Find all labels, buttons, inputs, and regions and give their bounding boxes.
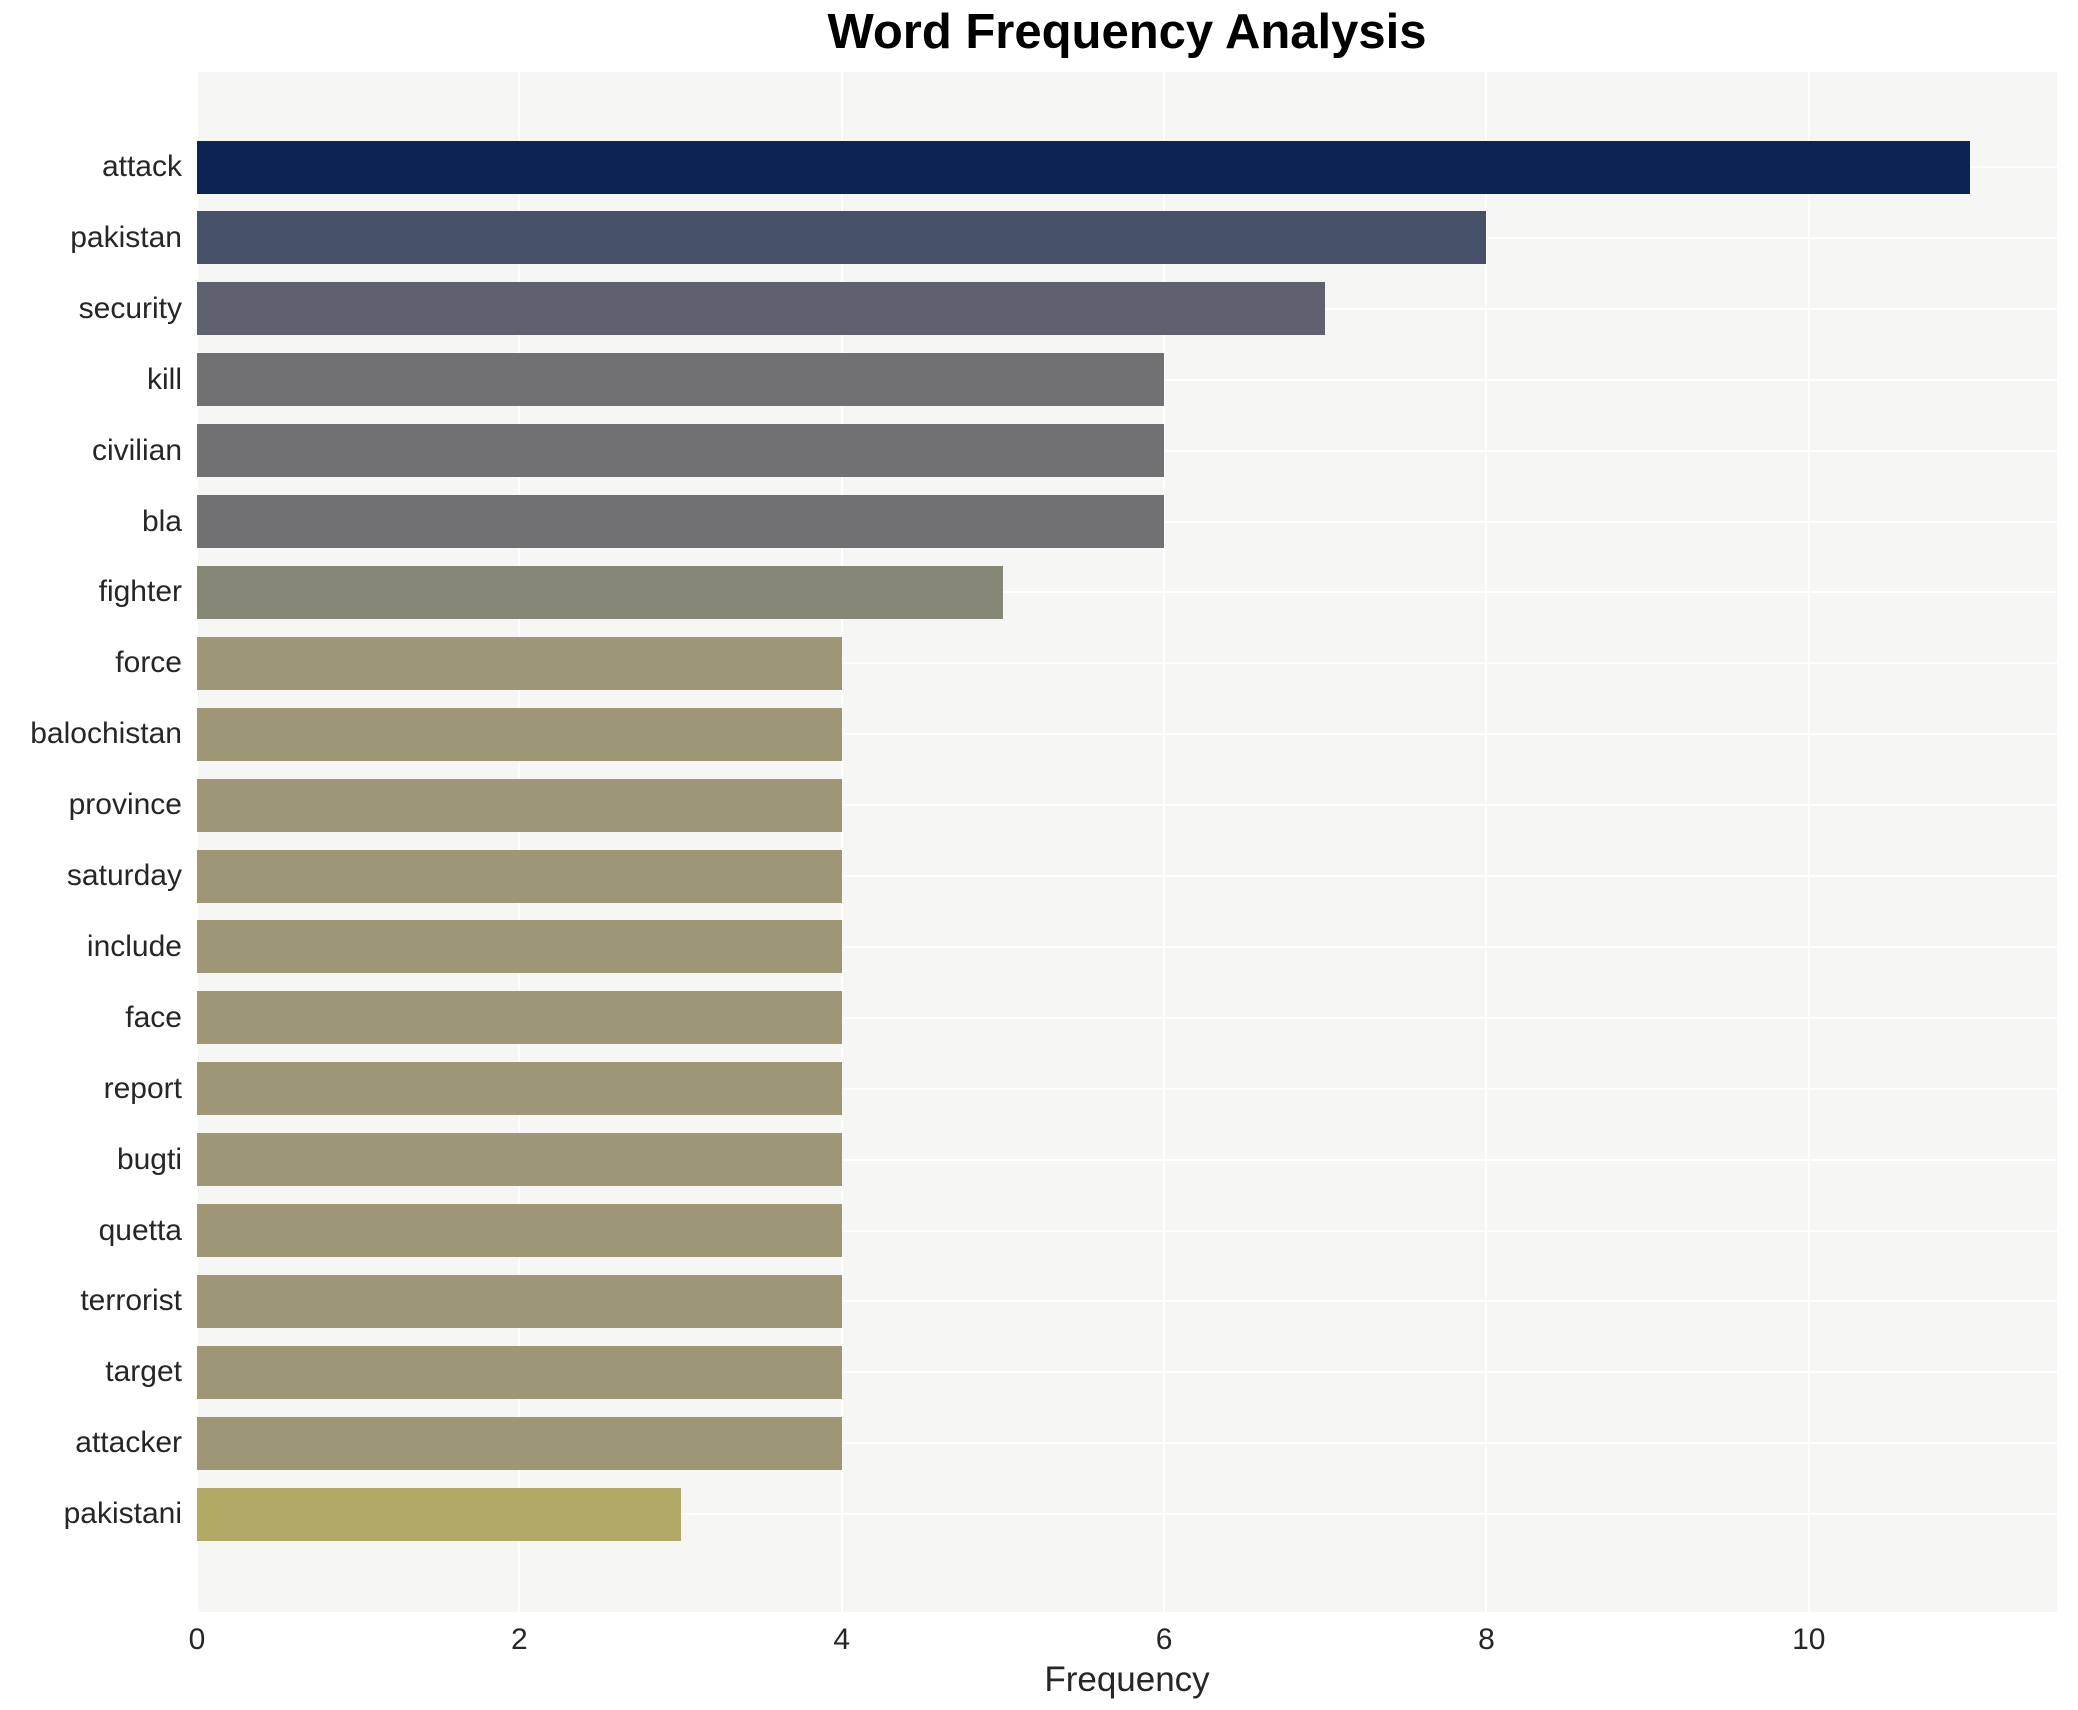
bar-report [197, 1062, 842, 1116]
bar-bugti [197, 1133, 842, 1187]
gridline-horizontal [197, 591, 2057, 594]
bar-terrorist [197, 1274, 842, 1328]
bar-include [197, 920, 842, 974]
gridline-horizontal [197, 1300, 2057, 1303]
plot-area [196, 72, 2057, 1612]
y-axis-label-force: force [115, 646, 182, 680]
y-axis-label-fighter: fighter [98, 575, 182, 609]
y-axis-label-attack: attack [101, 150, 182, 183]
gridline-vertical-10 [1807, 72, 1810, 1612]
gridline-vertical-0 [196, 72, 198, 1612]
x-axis-label: Frequency [1044, 1660, 1210, 1699]
y-axis-label-pakistan: pakistan [70, 220, 182, 254]
y-axis-label-bla: bla [141, 504, 182, 538]
bar-saturday [197, 849, 842, 903]
gridline-vertical-8 [1485, 72, 1488, 1612]
bar-security [197, 282, 1326, 336]
bar-kill [197, 353, 1165, 407]
bar-attack [197, 140, 1970, 194]
y-axis-label-attacker: attacker [75, 1426, 182, 1460]
gridline-vertical-4 [840, 72, 843, 1612]
y-axis-label-balochistan: balochistan [30, 717, 182, 751]
gridline-vertical-2 [518, 72, 521, 1612]
chart-title: Word Frequency Analysis [827, 5, 1427, 59]
y-axis-label-target: target [105, 1355, 182, 1389]
y-axis-label-pakistani: pakistani [63, 1497, 182, 1531]
y-axis-label-saturday: saturday [66, 859, 182, 892]
gridline-horizontal [197, 1229, 2057, 1232]
bar-province [197, 778, 842, 832]
gridline-horizontal [197, 1442, 2057, 1445]
bar-pakistani [197, 1487, 681, 1541]
bar-pakistan [197, 211, 1487, 265]
bar-face [197, 991, 842, 1045]
x-tick-label-4: 4 [833, 1623, 851, 1656]
gridline-horizontal [197, 1371, 2057, 1374]
y-axis-label-quetta: quetta [98, 1213, 182, 1247]
gridline-horizontal [197, 662, 2057, 665]
bar-force [197, 636, 842, 690]
x-tick-label-0: 0 [188, 1623, 206, 1656]
x-tick-label-2: 2 [511, 1623, 528, 1656]
gridline-horizontal [197, 1513, 2057, 1516]
bar-civilian [197, 424, 1165, 478]
gridline-horizontal [197, 804, 2057, 807]
y-axis-label-face: face [125, 1000, 182, 1034]
bar-fighter [197, 565, 1003, 619]
y-axis-label-include: include [86, 929, 182, 963]
y-axis-label-security: security [78, 291, 182, 325]
bar-bla [197, 495, 1165, 548]
y-axis-label-bugti: bugti [116, 1142, 182, 1176]
y-axis-label-province: province [68, 788, 182, 822]
gridline-horizontal [197, 1158, 2057, 1161]
gridline-horizontal [197, 733, 2057, 736]
gridline-horizontal [197, 1016, 2057, 1019]
y-axis-label-report: report [103, 1071, 182, 1105]
x-tick-label-6: 6 [1155, 1623, 1173, 1656]
x-tick-label-10: 10 [1792, 1623, 1826, 1656]
y-axis-label-civilian: civilian [91, 433, 182, 467]
bar-balochistan [197, 707, 842, 761]
gridline-horizontal [197, 875, 2057, 877]
bar-attacker [197, 1416, 842, 1470]
bar-target [197, 1345, 842, 1399]
y-axis-label-kill: kill [147, 362, 182, 396]
x-tick-label-8: 8 [1478, 1623, 1495, 1656]
y-axis-label-terrorist: terrorist [80, 1284, 182, 1318]
gridline-vertical-6 [1163, 72, 1166, 1612]
bar-quetta [197, 1204, 842, 1257]
gridline-horizontal [197, 945, 2057, 948]
gridline-horizontal [197, 1087, 2057, 1090]
